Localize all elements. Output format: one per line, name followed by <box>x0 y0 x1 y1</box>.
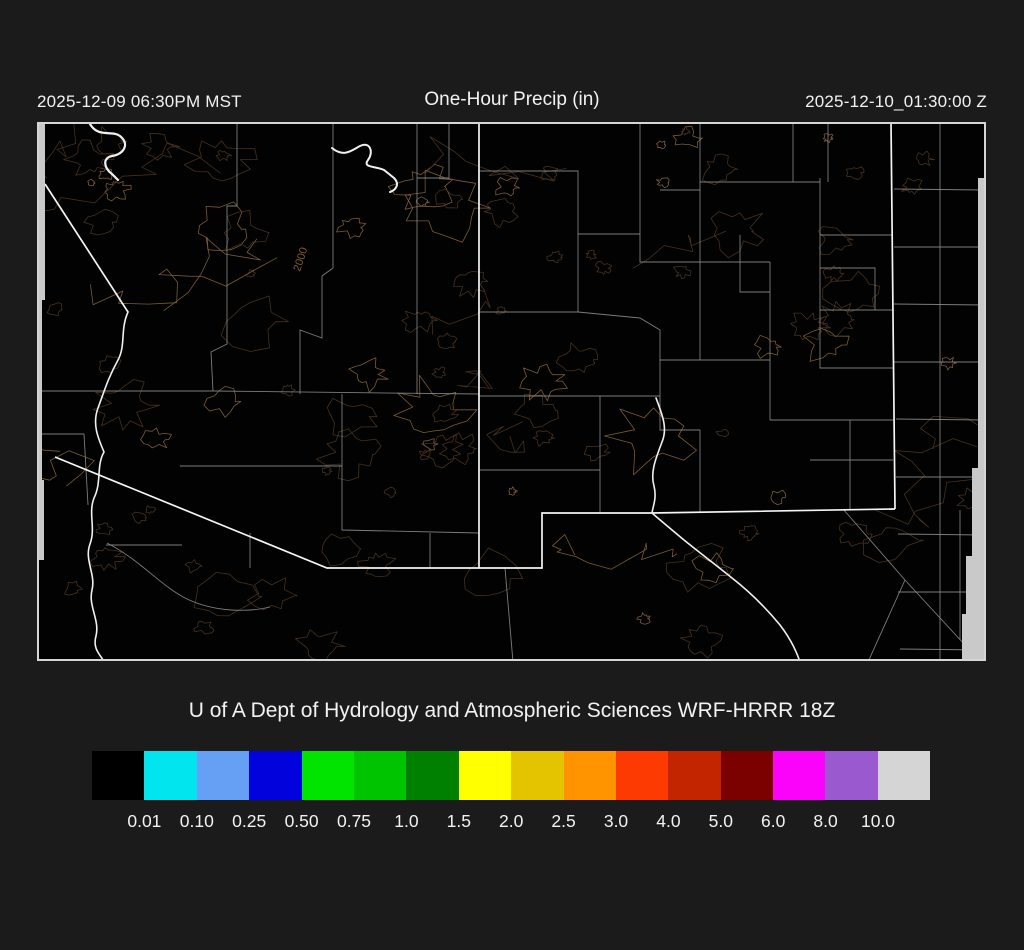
colorbar-segment <box>825 751 878 800</box>
colorbar-segment <box>92 751 145 800</box>
colorbar-label: 1.0 <box>394 811 419 831</box>
colorbar-label: 8.0 <box>813 811 838 831</box>
colorbar-label: 0.01 <box>127 811 162 831</box>
colorbar-label: 0.50 <box>284 811 319 831</box>
state-border-nm-tx <box>890 124 896 510</box>
colorado-river-upper <box>88 124 127 182</box>
colorbar-label: 2.5 <box>551 811 576 831</box>
little-colorado-river <box>331 143 398 193</box>
colorbar-label: 0.75 <box>336 811 372 831</box>
us-mexico-border <box>54 456 896 569</box>
colorbar-label: 0.10 <box>179 811 214 831</box>
colorbar-segment <box>615 751 669 800</box>
colorbar-label: 4.0 <box>656 811 681 831</box>
colorbar-segment <box>406 751 459 800</box>
out-of-domain-right <box>962 178 984 659</box>
county-borders <box>39 124 984 659</box>
terrain-contours <box>39 124 984 659</box>
colorbar-label: 1.5 <box>446 811 471 831</box>
valid-time-utc: 2025-12-10_01:30:00 Z <box>805 92 987 111</box>
colorbar-segment <box>353 751 407 800</box>
colorbar-segment <box>301 751 354 800</box>
colorbar-label: 6.0 <box>761 811 786 831</box>
colorbar-segment <box>249 751 302 800</box>
colorbar-label: 0.25 <box>232 811 267 831</box>
colorbar-segment <box>563 751 616 800</box>
caption: U of A Dept of Hydrology and Atmospheric… <box>188 699 836 722</box>
state-border-nv-az <box>44 183 129 313</box>
colorbar-label: 5.0 <box>708 811 733 831</box>
colorbar-label: 10.0 <box>860 811 896 831</box>
out-of-domain-left <box>39 124 45 560</box>
colorbar-segment <box>458 751 512 800</box>
colorbar-segment <box>668 751 721 800</box>
colorbar-label: 2.0 <box>499 811 524 831</box>
colorbar-segment <box>877 751 931 800</box>
valid-time-local: 2025-12-09 06:30PM MST <box>37 92 242 111</box>
map-frame <box>37 122 986 661</box>
colorado-river-az-ca-border <box>87 311 129 659</box>
map-background <box>37 122 986 661</box>
colorbar-segment <box>144 751 197 800</box>
colorbar-segment <box>196 751 250 800</box>
colorbar-segment <box>773 751 826 800</box>
colorbar-segment <box>720 751 774 800</box>
product-title: One-Hour Precip (in) <box>424 89 600 110</box>
rio-grande-river <box>651 397 800 659</box>
colorbar-segment <box>511 751 564 800</box>
colorbar-label: 3.0 <box>603 811 629 831</box>
colorbar <box>92 751 931 800</box>
colorbar-labels: 0.01 0.10 0.25 0.50 0.75 1.0 1.5 2.0 2.5 3.0 4.0 5.… <box>0 811 1024 835</box>
